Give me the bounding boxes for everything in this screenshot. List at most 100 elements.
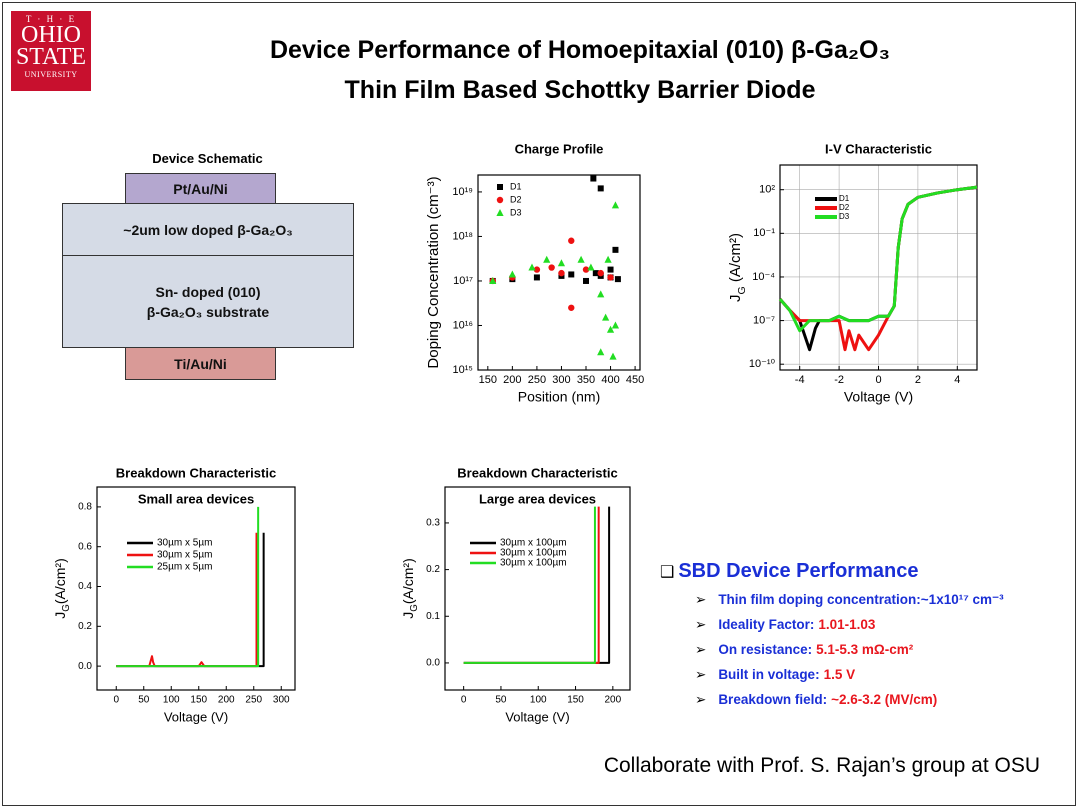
item-label: Built in voltage: (718, 667, 820, 682)
y-tick-label: 0.2 (78, 621, 92, 632)
x-axis-label: Position (nm) (518, 389, 600, 405)
x-tick-label: 100 (163, 695, 180, 706)
legend-label: D2 (510, 194, 522, 204)
y-tick-label: 10¹⁵ (453, 364, 473, 376)
y-tick-label: 10¹⁷ (453, 275, 473, 287)
scatter-point (597, 348, 605, 356)
logo: T · H · E OHIO STATE UNIVERSITY (11, 11, 91, 91)
x-axis-label: Voltage (V) (164, 709, 228, 724)
scatter-point (583, 277, 589, 284)
chart-subtitle: Small area devices (138, 491, 254, 506)
layer-label: β-Ga₂O₃ substrate (146, 303, 270, 320)
item-value: ~2.6-3.2 (MV/cm) (831, 692, 938, 707)
scatter-point (577, 255, 585, 263)
legend-label: 25µm x 5µm (157, 562, 212, 573)
list-item: Built in voltage:1.5 V (695, 667, 1070, 683)
item-label: Thin film doping concentration: (718, 592, 921, 607)
logo-text: UNIVERSITY (24, 70, 78, 79)
y-axis-label-part: (A/cm²) (52, 558, 68, 604)
layer: Sn- doped (010) β-Ga₂O₃ substrate (62, 255, 354, 348)
chart-title: Charge Profile (515, 141, 604, 156)
y-tick-label: 10⁻¹ (753, 227, 775, 239)
series-line (463, 506, 600, 664)
y-axis-label-part: G (736, 286, 748, 294)
x-tick-label: 250 (528, 374, 546, 386)
title-line: Device Performance of Homoepitaxial (010… (269, 36, 891, 64)
chart-subtitle: Large area devices (479, 491, 596, 506)
list-heading: SBD Device Performance (660, 560, 1070, 583)
y-tick-label: 10² (759, 184, 775, 196)
x-tick-label: 300 (552, 374, 570, 386)
plot-frame (96, 486, 296, 691)
legend-label: D3 (510, 207, 522, 217)
y-axis-label: JG (A/cm²) (727, 233, 748, 302)
item-value: 1.01-1.03 (818, 617, 876, 632)
y-tick-label: 10⁻⁷ (753, 314, 775, 326)
scatter-point (543, 255, 551, 263)
legend-marker (497, 184, 503, 190)
y-tick-label: 0.1 (426, 611, 440, 622)
scatter-point (597, 185, 604, 192)
scatter-point (606, 325, 615, 333)
legend-label: 30µm x 5µm (157, 550, 212, 561)
list-item: Ideality Factor:1.01-1.03 (695, 617, 1070, 633)
legend-marker (496, 209, 504, 216)
list-item: On resistance:5.1-5.3 mΩ-cm² (695, 642, 1070, 658)
logo-text: STATE (15, 44, 87, 70)
y-tick-label: 0.8 (78, 502, 92, 513)
layer: ~2um low doped β-Ga₂O₃ (62, 203, 354, 256)
chart-title: I-V Characteristic (825, 141, 932, 156)
plot-frame (477, 174, 641, 371)
scatter-point (528, 263, 536, 271)
item-label: Breakdown field: (718, 692, 828, 707)
series-line (116, 506, 260, 668)
scatter-point (614, 276, 621, 283)
scatter-point (558, 269, 565, 277)
y-axis-label: JG(A/cm²) (400, 558, 420, 619)
scatter-point (607, 266, 614, 273)
x-tick-label: 200 (604, 695, 621, 706)
legend-label: 30µm x 100µm (500, 558, 567, 569)
y-axis-label-part: G (409, 604, 420, 612)
scatter-point (568, 271, 575, 278)
x-tick-label: 200 (503, 374, 521, 386)
layer: Ti/Au/Ni (125, 347, 276, 380)
plot-frame (779, 164, 978, 371)
legend-label: 30µm x 100µm (500, 548, 567, 559)
layer-label: Pt/Au/Ni (173, 180, 228, 197)
y-axis-label-part: (A/cm²) (727, 233, 744, 286)
scatter-point (489, 276, 497, 284)
scatter-point (533, 266, 541, 273)
y-axis-label-part: (A/cm²) (400, 558, 416, 604)
y-tick-label: 0.2 (426, 564, 440, 575)
layer-label: Sn- doped (010) (155, 283, 261, 300)
x-tick-label: 100 (530, 695, 547, 706)
x-tick-label: 0 (875, 374, 881, 386)
x-tick-label: 150 (479, 374, 497, 386)
y-tick-label: 10¹⁸ (452, 230, 473, 242)
performance-list: SBD Device Performance Thin film doping … (660, 560, 1070, 708)
x-tick-label: 400 (601, 374, 619, 386)
layer: Pt/Au/Ni (125, 173, 276, 204)
scatter-point (587, 263, 595, 271)
layer-label: Ti/Au/Ni (174, 355, 227, 372)
x-tick-label: 50 (138, 695, 150, 706)
y-tick-label: 10⁻⁴ (752, 271, 775, 283)
scatter-point (602, 313, 610, 321)
scatter-point (557, 259, 566, 267)
y-tick-label: 10⁻¹⁰ (749, 358, 776, 370)
x-tick-label: 150 (190, 695, 207, 706)
x-tick-label: 250 (245, 695, 262, 706)
y-tick-label: 0.0 (78, 661, 92, 672)
y-axis-label-part: J (727, 295, 744, 303)
title-line: Thin Film Based Schottky Barrier Diode (344, 76, 816, 104)
x-axis-label: Voltage (V) (505, 709, 569, 724)
scatter-point (568, 237, 575, 244)
y-tick-label: 0.4 (78, 581, 92, 592)
x-tick-label: 0 (113, 695, 119, 706)
x-tick-label: 200 (218, 695, 235, 706)
y-tick-label: 0.6 (78, 541, 92, 552)
y-axis-label-part: J (52, 612, 68, 619)
y-axis-label-part: G (61, 604, 72, 612)
